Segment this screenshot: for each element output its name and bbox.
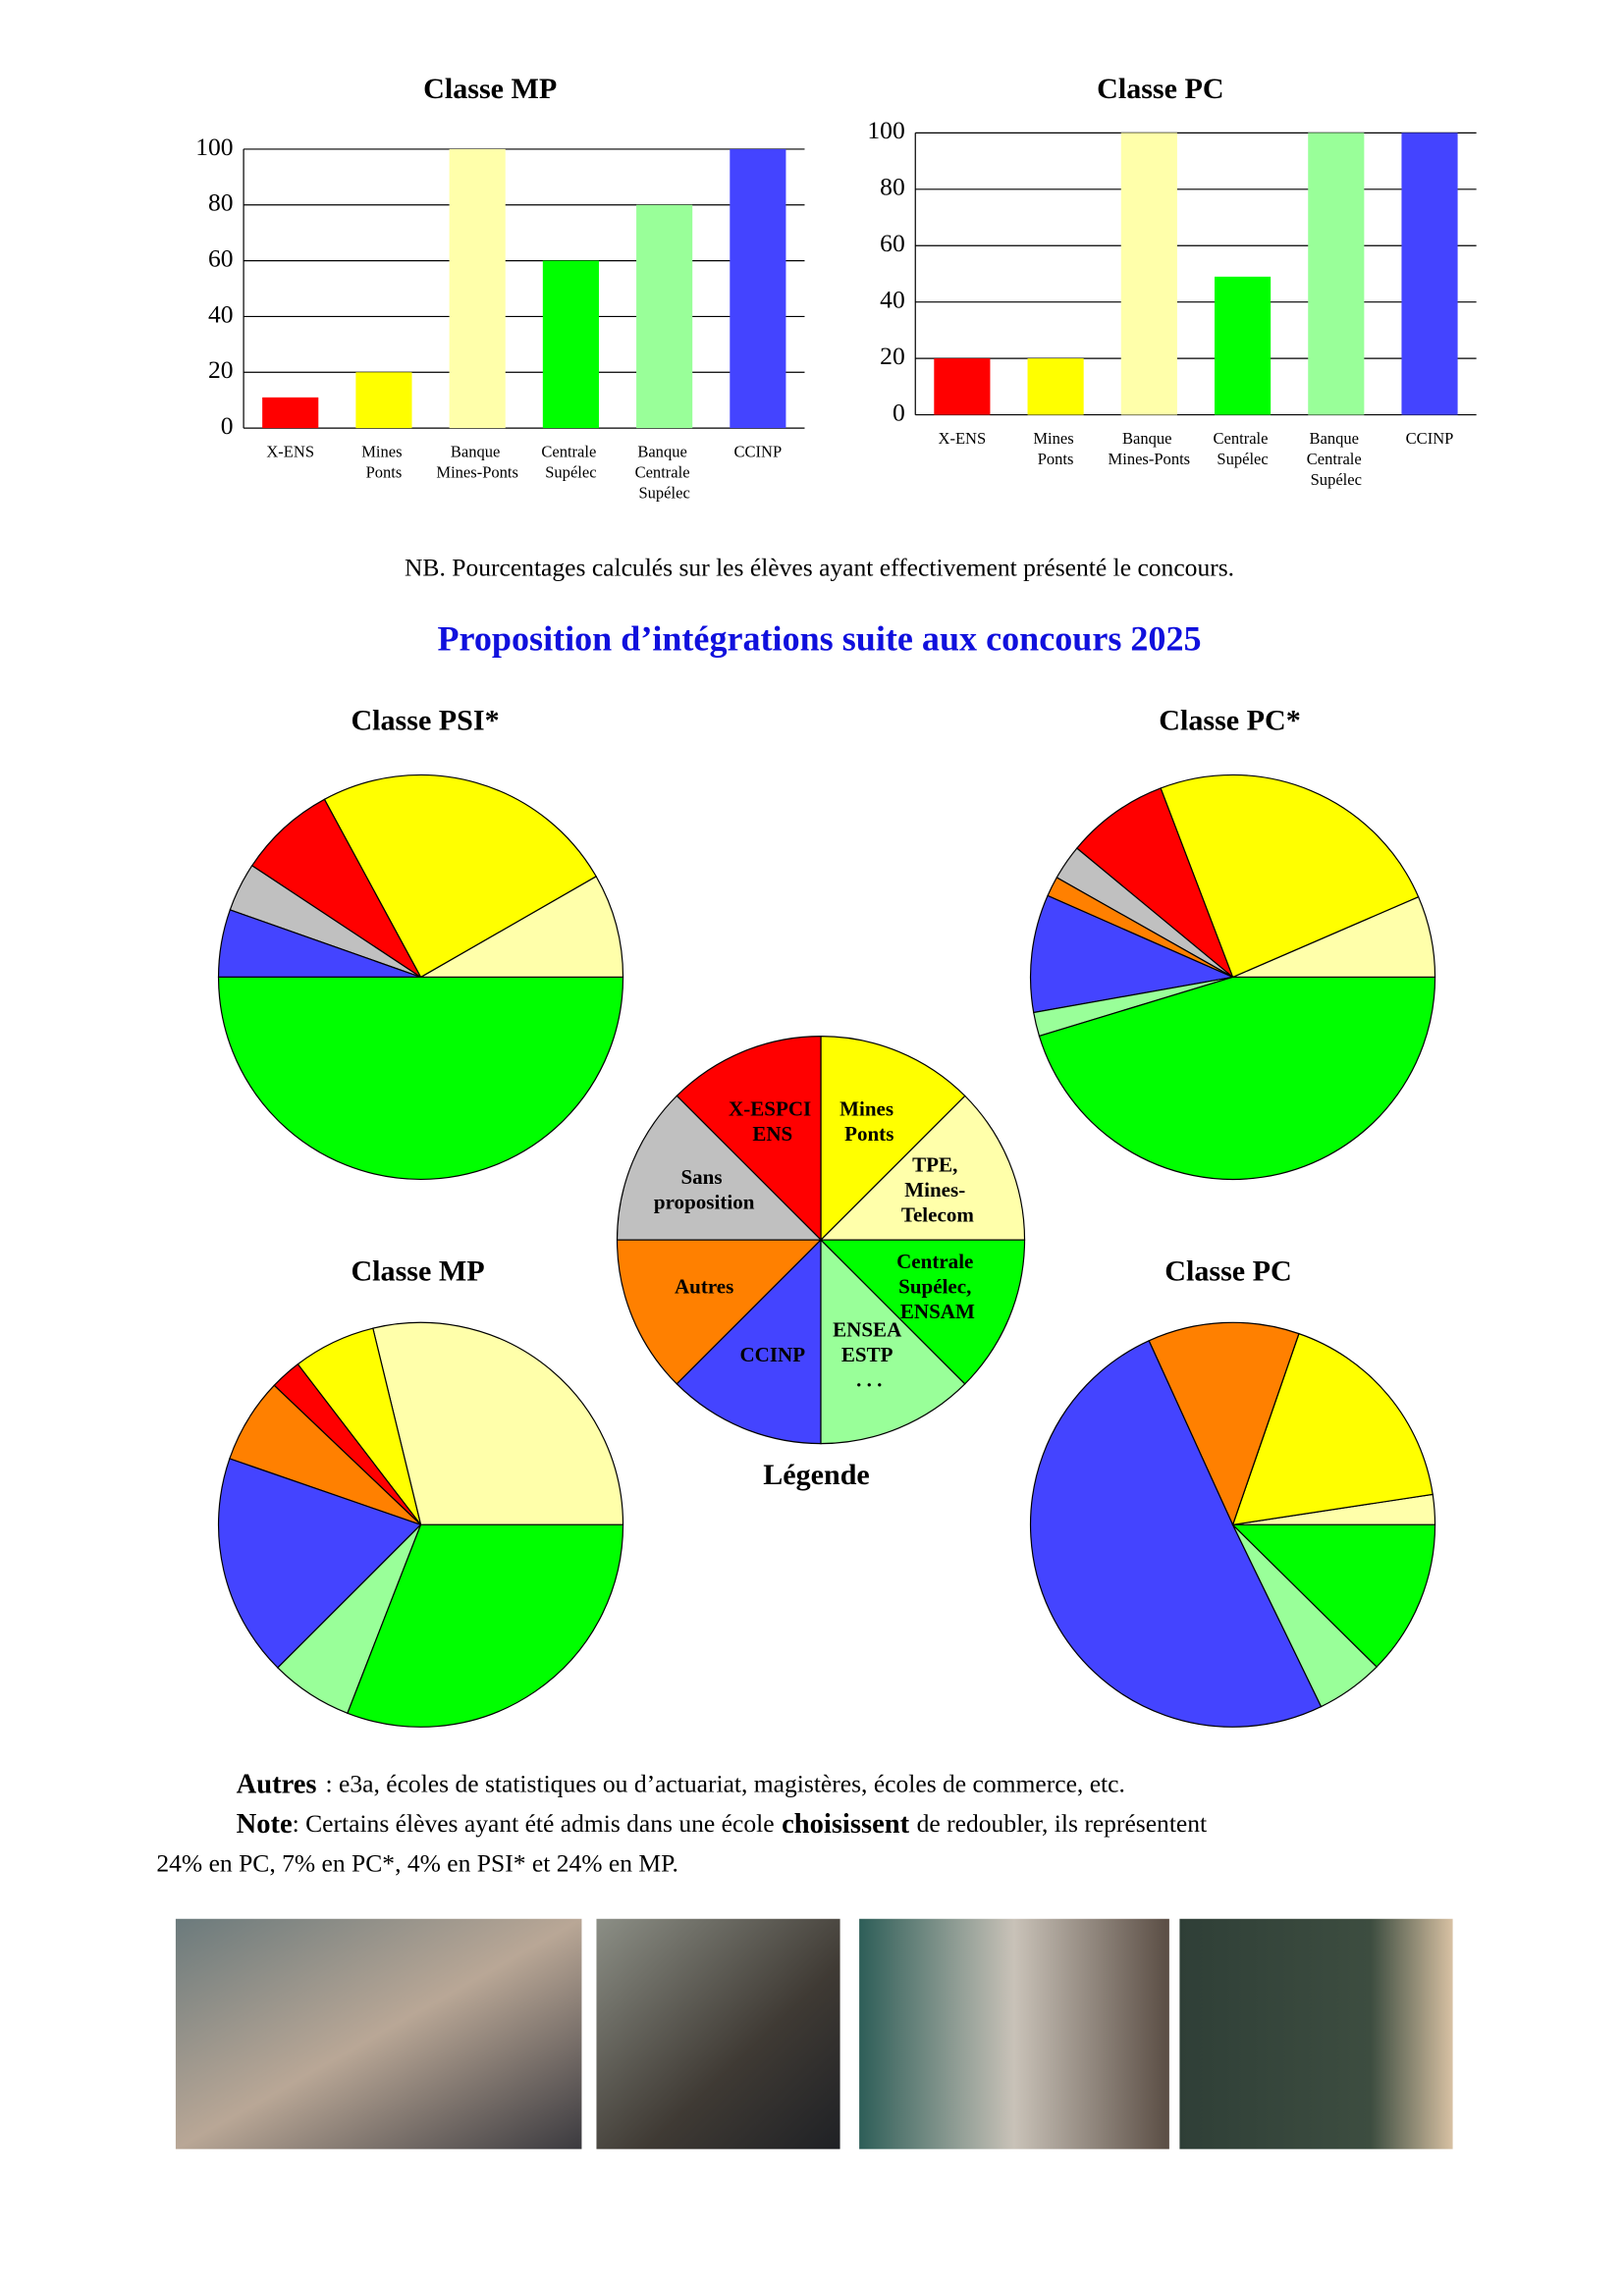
x-tick-label: Centrale Supélec	[541, 442, 600, 481]
photo	[1179, 1918, 1453, 2150]
x-tick-label: X-ENS	[939, 429, 987, 448]
bar	[1214, 276, 1272, 415]
pie-slice	[217, 1458, 422, 1669]
bar	[449, 148, 506, 429]
pie-slice	[819, 1239, 1026, 1385]
text: : e3a, écoles de statistiques ou d’actua…	[326, 1769, 1125, 1797]
pie-slice	[1160, 774, 1420, 979]
pie-slice	[1231, 1523, 1436, 1668]
pie-slice	[418, 876, 624, 979]
slice-label: Autres	[675, 1274, 733, 1298]
slice-label: CCINP	[739, 1343, 805, 1366]
y-tick-label: 80	[880, 173, 905, 201]
x-tick-label: Banque Mines-Ponts	[1109, 429, 1191, 468]
slice-label: Sans proposition	[654, 1165, 755, 1214]
pie-slice	[820, 1035, 966, 1242]
x-tick-label: Banque Mines-Ponts	[436, 442, 518, 481]
bar	[636, 204, 693, 429]
y-tick-label: 0	[221, 411, 234, 440]
note-paragraph: Note: Certains élèves ayant été admis da…	[237, 1809, 1208, 1840]
bar	[1308, 133, 1365, 415]
nb-note: NB. Pourcentages calculés sur les élèves…	[405, 553, 1234, 581]
bar	[730, 148, 786, 429]
x-tick-label: CCINP	[734, 442, 783, 460]
chart-title: Classe PSI*	[351, 704, 499, 737]
note-line: 24% en PC, 7% en PC*, 4% en PSI* et 24% …	[156, 1849, 678, 1878]
pie-slice	[323, 774, 597, 979]
chart-title: Classe PC*	[1159, 704, 1300, 737]
bar	[355, 372, 412, 429]
x-tick-label: X-ENS	[266, 442, 314, 460]
pie-slice	[1148, 1321, 1300, 1526]
bar	[262, 397, 319, 429]
chart-title: Classe MP	[351, 1255, 484, 1288]
y-tick-label: 40	[208, 299, 234, 328]
bar	[934, 358, 991, 415]
autres-paragraph: Autres : e3a, écoles de statistiques ou d…	[237, 1769, 1125, 1799]
pie-slice	[819, 1095, 1026, 1241]
y-tick-label: 80	[208, 188, 234, 217]
section-heading: Proposition d’intégrations suite aux con…	[437, 618, 1201, 658]
text: de redoubler, ils représentent	[917, 1809, 1207, 1838]
pie-slice	[616, 1095, 823, 1241]
y-tick-label: 60	[880, 229, 905, 257]
slice-label: Centrale Supélec, ENSAM	[896, 1250, 979, 1323]
pie-slice	[676, 1238, 822, 1445]
pie-slice	[676, 1035, 822, 1242]
text: : Certains élèves ayant été admis dans u…	[293, 1809, 775, 1838]
pie-slice	[217, 976, 624, 1180]
chart-title: Légende	[763, 1458, 870, 1491]
term: Note	[237, 1809, 293, 1840]
pie-slice	[372, 1321, 624, 1525]
photo	[596, 1918, 840, 2150]
chart-title: Classe PC	[1097, 72, 1223, 105]
slice-label: ENSEA ESTP . . .	[833, 1317, 905, 1391]
bar	[542, 260, 599, 429]
term: Autres	[237, 1769, 317, 1799]
bar	[1027, 358, 1084, 415]
x-tick-label: Mines Ponts	[361, 442, 406, 481]
pie-slice	[1038, 976, 1436, 1181]
chart-title: Classe PC	[1164, 1255, 1291, 1288]
x-tick-label: Banque Centrale Supélec	[1307, 429, 1366, 489]
slice-label: X-ESPCI ENS	[729, 1096, 816, 1146]
y-tick-label: 60	[208, 243, 234, 272]
pie-slice	[1029, 894, 1235, 1014]
x-tick-label: Mines Ponts	[1033, 429, 1077, 468]
pie-slice	[1075, 787, 1234, 980]
y-tick-label: 100	[867, 116, 904, 144]
x-tick-label: CCINP	[1406, 429, 1454, 448]
pie-slice	[347, 1523, 624, 1728]
photo	[175, 1918, 582, 2150]
pie-slice	[820, 1238, 966, 1445]
pie-slice	[616, 1239, 823, 1385]
y-tick-label: 100	[195, 133, 233, 161]
slice-label: Mines Ponts	[839, 1096, 898, 1146]
pie-slice	[250, 798, 422, 978]
x-tick-label: Centrale Supélec	[1213, 429, 1272, 468]
bar	[1401, 133, 1458, 415]
x-tick-label: Banque Centrale Supélec	[635, 442, 694, 502]
y-tick-label: 0	[893, 398, 905, 426]
photo	[859, 1918, 1169, 2150]
bar	[1120, 133, 1177, 415]
pie-slice	[1030, 1340, 1323, 1728]
y-tick-label: 20	[208, 355, 234, 384]
y-tick-label: 40	[880, 286, 905, 314]
y-tick-label: 20	[880, 342, 905, 370]
emphasis: choisissent	[782, 1809, 910, 1840]
chart-title: Classe MP	[423, 72, 557, 105]
slice-label: TPE, Mines- Telecom	[901, 1152, 975, 1226]
